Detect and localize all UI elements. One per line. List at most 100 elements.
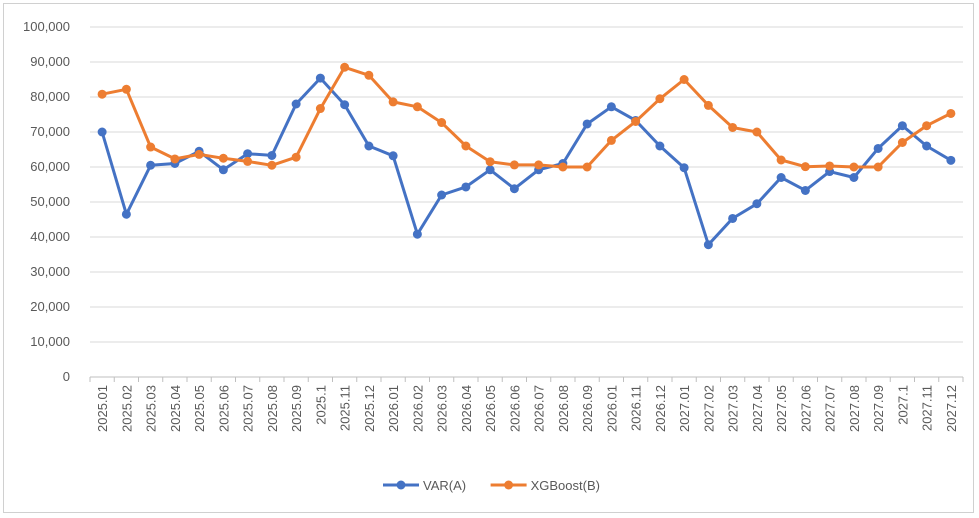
data-point (946, 155, 956, 165)
data-point (243, 149, 253, 159)
x-tick-label: 2026.11 (629, 385, 644, 431)
data-point (218, 153, 228, 163)
data-point (315, 104, 325, 114)
data-point (655, 141, 665, 151)
x-tick-label: 2026.12 (653, 385, 668, 432)
data-point (485, 165, 495, 175)
y-tick-label: 100,000 (23, 19, 70, 34)
data-point (800, 162, 810, 172)
x-tick-label: 2026.05 (483, 385, 498, 432)
data-point (752, 127, 762, 137)
x-tick-label: 2027.07 (823, 385, 838, 432)
data-point (728, 122, 738, 132)
data-point (170, 154, 180, 164)
data-point (364, 70, 374, 80)
y-tick-label: 30,000 (30, 264, 70, 279)
x-tick-label: 2027.05 (774, 385, 789, 432)
data-point (849, 173, 859, 182)
data-point (461, 182, 471, 192)
data-point (703, 100, 713, 110)
data-point (267, 150, 277, 160)
data-point (631, 117, 641, 126)
data-point (800, 185, 810, 195)
legend-swatch-marker (504, 480, 514, 490)
x-tick-label: 2026.04 (459, 385, 474, 432)
data-point (873, 162, 883, 172)
x-tick-label: 2025.05 (192, 385, 207, 432)
chart-frame (3, 3, 974, 513)
data-point (509, 160, 519, 170)
series-line (100, 76, 952, 247)
data-point (97, 127, 107, 137)
x-tick-label: 2026.09 (580, 385, 595, 432)
data-point (146, 142, 156, 152)
y-tick-label: 20,000 (30, 299, 70, 314)
data-point (679, 163, 689, 173)
data-point (461, 141, 471, 151)
x-tick-label: 2025.03 (144, 385, 159, 432)
x-tick-label: 2025.09 (289, 385, 304, 432)
data-point (146, 160, 156, 170)
data-point (849, 162, 859, 172)
x-tick-label: 2027.11 (920, 385, 935, 431)
data-point (922, 141, 932, 151)
data-point (776, 155, 786, 165)
x-tick-label: 2027.02 (701, 385, 716, 432)
legend-label: XGBoost(B) (531, 478, 600, 493)
data-point (121, 84, 131, 94)
x-tick-label: 2027.12 (944, 385, 959, 432)
x-tick-label: 2025.1 (313, 385, 328, 425)
x-tick-label: 2025.12 (362, 385, 377, 432)
y-tick-label: 40,000 (30, 229, 70, 244)
data-point (922, 121, 932, 131)
data-point (267, 160, 277, 170)
x-tick-label: 2026.01 (386, 385, 401, 432)
data-point (364, 141, 374, 151)
series-layer (97, 62, 956, 250)
gridlines (90, 26, 963, 343)
y-tick-label: 90,000 (30, 54, 70, 69)
data-point (606, 102, 616, 112)
legend-swatch-marker (396, 480, 406, 490)
y-tick-label: 10,000 (30, 334, 70, 349)
x-tick-label: 2026.01 (604, 385, 619, 432)
data-point (534, 160, 544, 170)
y-axis: 0 10,000 20,000 30,000 40,000 50,000 60,000 70,… (23, 19, 70, 384)
x-tick-label: 2026.03 (435, 385, 450, 432)
data-point (437, 118, 447, 128)
data-point (97, 89, 107, 99)
data-point (412, 229, 422, 239)
x-tick-label: 2026.07 (532, 385, 547, 432)
series-line (101, 65, 952, 169)
data-point (315, 73, 325, 83)
data-point (897, 121, 907, 131)
data-point (388, 151, 398, 161)
data-point (194, 149, 204, 159)
data-point (679, 75, 689, 84)
data-point (291, 99, 301, 109)
x-tick-label: 2027.04 (750, 385, 765, 432)
data-point (897, 138, 907, 147)
data-point (728, 213, 738, 223)
y-tick-label: 0 (63, 369, 70, 384)
x-tick-label: 2025.04 (168, 385, 183, 432)
data-point (703, 240, 713, 250)
data-point (582, 119, 592, 129)
data-point (218, 165, 228, 175)
data-point (752, 199, 762, 209)
x-tick-label: 2025.02 (119, 385, 134, 432)
data-point (582, 162, 592, 172)
x-tick-label: 2025.06 (216, 385, 231, 432)
legend: VAR(A) XGBoost(B) (383, 478, 600, 493)
data-point (825, 161, 835, 171)
data-point (776, 173, 786, 182)
data-point (340, 100, 350, 110)
data-point (558, 162, 568, 172)
data-point (509, 184, 519, 194)
y-tick-label: 50,000 (30, 194, 70, 209)
x-tick-label: 2027.06 (798, 385, 813, 432)
x-tick-label: 2027.01 (677, 385, 692, 432)
data-point (243, 156, 253, 166)
data-point (485, 157, 495, 167)
data-point (873, 143, 883, 153)
